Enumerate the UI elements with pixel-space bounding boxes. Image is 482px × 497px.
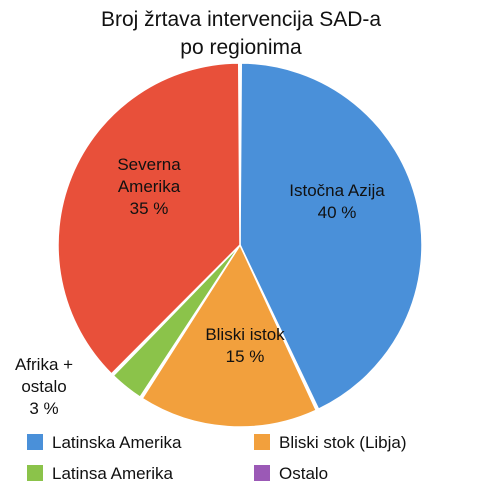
legend-label: Latinsa Amerika	[52, 464, 173, 483]
slice-label: 40 %	[318, 203, 357, 222]
pie-slice	[57, 62, 241, 375]
chart-title-line: po regionima	[180, 36, 302, 59]
slice-label: Severna	[117, 155, 181, 174]
slice-label: Afrika +	[15, 355, 73, 374]
chart-title: Broj žrtava intervencija SAD-a po regioni…	[101, 8, 381, 59]
chart-title-line: Broj žrtava intervencija SAD-a	[101, 8, 381, 31]
legend-label: Bliski stok (Libja)	[279, 433, 407, 452]
legend-swatch	[27, 434, 43, 450]
slice-label: Istočna Azija	[289, 181, 385, 200]
legend: Latinska Amerika Bliski stok (Libja) Latin…	[27, 433, 407, 483]
legend-item: Latinska Amerika	[27, 433, 182, 452]
slice-label: 3 %	[29, 399, 58, 418]
slice-label: 35 %	[130, 199, 169, 218]
slice-label: Bliski istok	[205, 325, 285, 344]
legend-item: Bliski stok (Libja)	[254, 433, 407, 452]
legend-item: Ostalo	[254, 464, 328, 483]
slice-labels: Istočna Azija 40 % Bliski istok 15 % Afrika …	[15, 155, 385, 418]
pie-slice	[239, 62, 423, 411]
slice-label: Amerika	[118, 177, 181, 196]
legend-item: Latinsa Amerika	[27, 464, 173, 483]
slice-label: 15 %	[226, 347, 265, 366]
pie-slices	[57, 62, 423, 428]
legend-label: Ostalo	[279, 464, 328, 483]
legend-swatch	[254, 465, 270, 481]
legend-swatch	[27, 465, 43, 481]
pie-slice	[112, 244, 241, 399]
pie-slice	[141, 243, 318, 428]
legend-swatch	[254, 434, 270, 450]
slice-label: ostalo	[21, 377, 66, 396]
legend-label: Latinska Amerika	[52, 433, 182, 452]
